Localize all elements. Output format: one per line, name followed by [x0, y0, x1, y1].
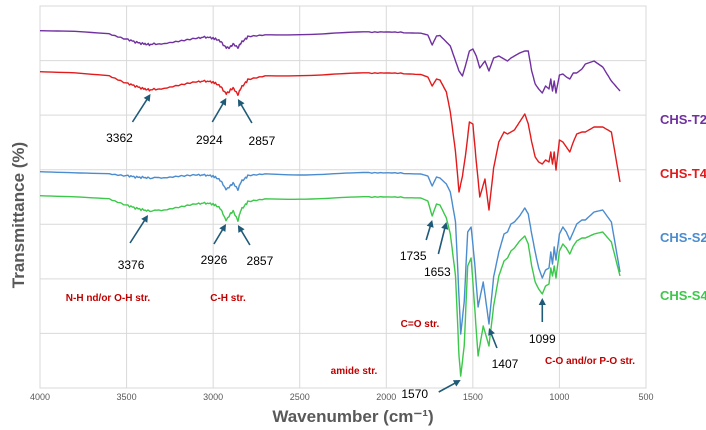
arrow-head: [488, 328, 495, 336]
arrow-head: [143, 94, 151, 102]
group-label: N-H nd/or O-H str.: [66, 293, 151, 304]
plot-area: [39, 5, 647, 389]
arrow-head: [219, 224, 226, 232]
annotation-arrow: [437, 226, 446, 255]
annotation-arrow: [129, 218, 147, 244]
peak-label-2924: 2924: [196, 133, 223, 147]
arrow-head: [141, 215, 148, 223]
arrow-head: [237, 225, 245, 233]
peak-label-1407: 1407: [492, 357, 519, 371]
x-tick-label: 4000: [30, 392, 50, 402]
x-tick-labels: 4000 3500 3000 2500 2000 1500 1000 500: [30, 392, 654, 402]
x-tick-label: 1000: [549, 392, 569, 402]
x-tick-label: 1500: [463, 392, 483, 402]
peak-label-1099: 1099: [529, 332, 556, 346]
peak-label-2926: 2926: [201, 253, 228, 267]
spectra: [39, 30, 621, 377]
annotation-arrow: [211, 101, 225, 123]
peak-label-1653: 1653: [424, 265, 451, 279]
x-tick-label: 3500: [117, 392, 137, 402]
peak-label-2857: 2857: [249, 134, 276, 148]
legend-label: CHS-S4: [660, 288, 706, 303]
x-tick-label: 2000: [376, 392, 396, 402]
group-label: amide str.: [331, 366, 378, 377]
annotation-arrow: [239, 102, 253, 124]
legend-label: CHS-T4: [660, 166, 706, 181]
x-tick-label: 2500: [290, 392, 310, 402]
group-label: C-H str.: [210, 293, 246, 304]
arrow-head: [219, 98, 227, 106]
series-line-chs-s4: [39, 195, 621, 377]
peak-label-2857: 2857: [247, 254, 274, 268]
group-label: C-O and/or P-O str.: [545, 356, 635, 367]
series-line-chs-s2: [39, 171, 621, 335]
group-label: C=O str.: [401, 319, 440, 330]
plot-border: [39, 5, 647, 389]
x-tick-label: 500: [638, 392, 653, 402]
arrow-head: [426, 220, 434, 228]
arrow-head: [237, 99, 245, 107]
x-axis-title: Wavenumber (cm⁻¹): [272, 407, 433, 426]
arrow-head: [538, 298, 546, 305]
legend-label: CHS-T2: [660, 112, 706, 127]
series-line-chs-t4: [39, 71, 621, 211]
peak-label-3376: 3376: [118, 258, 145, 272]
peak-label-1570: 1570: [401, 387, 428, 401]
arrow-head: [452, 380, 461, 387]
annotation-labels: 3362 2924 2857 3376 2926 2857 1735 1653 1570 1407…: [66, 131, 635, 401]
series-line-chs-t2: [39, 30, 621, 94]
y-axis-title: Transmittance (%): [9, 142, 28, 288]
peak-label-3362: 3362: [106, 131, 133, 145]
annotation-arrow: [438, 381, 458, 393]
legend: CHS-T2 CHS-T4 CHS-S2 CHS-S4: [660, 112, 706, 303]
arrow-head: [441, 222, 449, 230]
annotation-arrow: [131, 97, 149, 123]
annotation-arrows: [129, 94, 546, 393]
legend-label: CHS-S2: [660, 230, 706, 245]
x-tick-label: 3000: [203, 392, 223, 402]
peak-label-1735: 1735: [400, 249, 427, 263]
